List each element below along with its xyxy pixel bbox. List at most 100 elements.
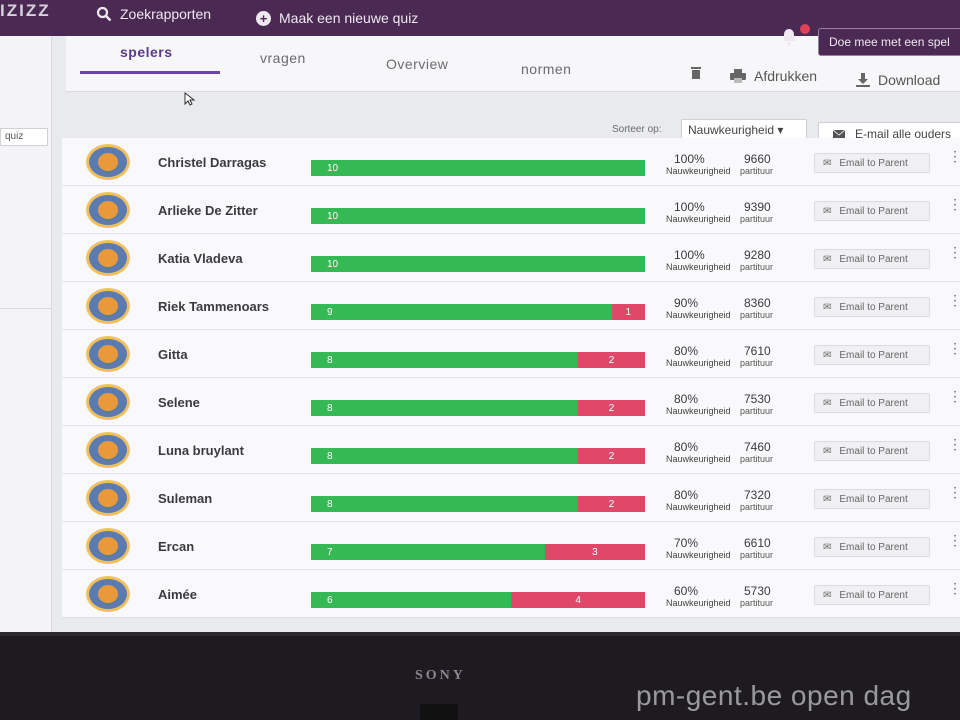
player-avatar	[86, 336, 130, 372]
player-row[interactable]: Katia Vladeva 10 0 100% Nauwkeurigheid 9…	[62, 234, 960, 282]
search-reports-link[interactable]: Zoekrapporten	[96, 6, 211, 22]
player-avatar	[86, 144, 130, 180]
correct-segment: 8	[311, 352, 579, 368]
more-options-icon[interactable]: ⋮	[948, 388, 960, 404]
answer-bar: 8 2	[311, 352, 645, 368]
more-options-icon[interactable]: ⋮	[948, 580, 960, 596]
score-value: 7530	[744, 392, 771, 406]
create-quiz-label: Maak een nieuwe quiz	[279, 10, 419, 26]
email-to-parent-button[interactable]: ✉ Email to Parent	[814, 249, 930, 269]
create-quiz-link[interactable]: + Maak een nieuwe quiz	[256, 10, 418, 26]
active-tab-indicator	[80, 71, 220, 74]
sort-select[interactable]: Nauwkeurigheid ▾	[681, 119, 807, 141]
player-row[interactable]: Suleman 8 2 80% Nauwkeurigheid 7320 part…	[62, 474, 960, 522]
correct-segment: 8	[311, 448, 579, 464]
envelope-icon: ✉	[823, 541, 832, 553]
app-logo[interactable]: IZIZZ	[0, 1, 51, 20]
envelope-icon: ✉	[823, 589, 832, 601]
more-options-icon[interactable]: ⋮	[948, 532, 960, 548]
accuracy-value: 100%	[674, 248, 705, 262]
player-avatar	[86, 432, 130, 468]
player-row[interactable]: Christel Darragas 10 0 100% Nauwkeurighe…	[62, 138, 960, 186]
player-avatar	[86, 192, 130, 228]
wrong-segment: 1	[611, 304, 645, 320]
player-avatar	[86, 288, 130, 324]
email-to-parent-button[interactable]: ✉ Email to Parent	[814, 537, 930, 557]
player-row[interactable]: Riek Tammenoars 9 1 90% Nauwkeurigheid 8…	[62, 282, 960, 330]
email-to-parent-button[interactable]: ✉ Email to Parent	[814, 153, 930, 173]
search-reports-label: Zoekrapporten	[120, 6, 212, 22]
email-to-parent-label: Email to Parent	[839, 397, 908, 409]
answer-bar: 10 0	[311, 256, 645, 272]
score-value: 9280	[744, 248, 771, 262]
answer-bar: 8 2	[311, 400, 645, 416]
join-game-button[interactable]: Doe mee met een spel	[818, 28, 960, 56]
more-options-icon[interactable]: ⋮	[948, 148, 960, 164]
sidebar-quiz-chip[interactable]: quiz	[0, 128, 48, 146]
top-bar: IZIZZ Zoekrapporten + Maak een nieuwe qu…	[0, 0, 960, 36]
player-name: Riek Tammenoars	[158, 299, 270, 314]
tab-overview[interactable]: Overview	[386, 56, 449, 72]
accuracy-value: 80%	[674, 392, 699, 406]
wrong-segment: 4	[511, 592, 645, 608]
delete-button[interactable]	[690, 66, 702, 79]
player-row[interactable]: Gitta 8 2 80% Nauwkeurigheid 7610 partit…	[62, 330, 960, 378]
download-icon	[856, 73, 870, 87]
tab-spelers[interactable]: spelers	[120, 44, 173, 60]
score-label: partituur	[740, 454, 774, 464]
more-options-icon[interactable]: ⋮	[948, 292, 960, 308]
accuracy-value: 100%	[674, 152, 705, 166]
download-button[interactable]: Download	[856, 72, 940, 88]
score-value: 8360	[744, 296, 771, 310]
more-options-icon[interactable]: ⋮	[948, 340, 960, 356]
accuracy-label: Nauwkeurigheid	[666, 406, 731, 416]
email-to-parent-label: Email to Parent	[839, 349, 908, 361]
score-label: partituur	[740, 262, 774, 272]
accuracy-label: Nauwkeurigheid	[666, 166, 731, 176]
accuracy-label: Nauwkeurigheid	[666, 454, 731, 464]
answer-bar: 8 2	[311, 496, 645, 512]
email-to-parent-label: Email to Parent	[839, 541, 908, 553]
print-button[interactable]: Afdrukken	[730, 68, 817, 84]
player-row[interactable]: Luna bruylant 8 2 80% Nauwkeurigheid 746…	[62, 426, 960, 474]
more-options-icon[interactable]: ⋮	[948, 436, 960, 452]
correct-segment: 10	[311, 208, 645, 224]
tab-vragen[interactable]: vragen	[260, 50, 306, 66]
accuracy-label: Nauwkeurigheid	[666, 502, 731, 512]
accuracy-label: Nauwkeurigheid	[666, 598, 731, 608]
score-value: 7320	[744, 488, 771, 502]
wrong-segment: 2	[578, 448, 645, 464]
notifications-button[interactable]	[780, 28, 802, 48]
email-to-parent-button[interactable]: ✉ Email to Parent	[814, 585, 930, 605]
player-row[interactable]: Arlieke De Zitter 10 0 100% Nauwkeurighe…	[62, 186, 960, 234]
email-to-parent-button[interactable]: ✉ Email to Parent	[814, 393, 930, 413]
accuracy-value: 100%	[674, 200, 705, 214]
email-to-parent-button[interactable]: ✉ Email to Parent	[814, 489, 930, 509]
sort-value: Nauwkeurigheid	[688, 123, 775, 137]
answer-bar: 10 0	[311, 208, 645, 224]
wrong-segment: 2	[578, 496, 645, 512]
wrong-segment: 2	[578, 400, 645, 416]
email-to-parent-button[interactable]: ✉ Email to Parent	[814, 297, 930, 317]
accuracy-label: Nauwkeurigheid	[666, 358, 731, 368]
email-to-parent-button[interactable]: ✉ Email to Parent	[814, 441, 930, 461]
email-to-parent-button[interactable]: ✉ Email to Parent	[814, 201, 930, 221]
correct-segment: 6	[311, 592, 512, 608]
more-options-icon[interactable]: ⋮	[948, 244, 960, 260]
more-options-icon[interactable]: ⋮	[948, 196, 960, 212]
answer-bar: 7 3	[311, 544, 645, 560]
envelope-icon: ✉	[823, 253, 832, 265]
player-row[interactable]: Aimée 6 4 60% Nauwkeurigheid 5730 partit…	[62, 570, 960, 618]
tab-normen[interactable]: normen	[521, 61, 572, 77]
player-row[interactable]: Selene 8 2 80% Nauwkeurigheid 7530 parti…	[62, 378, 960, 426]
player-row[interactable]: Ercan 7 3 70% Nauwkeurigheid 6610 partit…	[62, 522, 960, 570]
score-value: 7610	[744, 344, 771, 358]
answer-bar: 8 2	[311, 448, 645, 464]
email-to-parent-label: Email to Parent	[839, 445, 908, 457]
sidebar-divider	[0, 308, 52, 309]
score-value: 9660	[744, 152, 771, 166]
score-label: partituur	[740, 166, 774, 176]
chevron-down-icon: ▾	[777, 123, 784, 137]
more-options-icon[interactable]: ⋮	[948, 484, 960, 500]
email-to-parent-button[interactable]: ✉ Email to Parent	[814, 345, 930, 365]
